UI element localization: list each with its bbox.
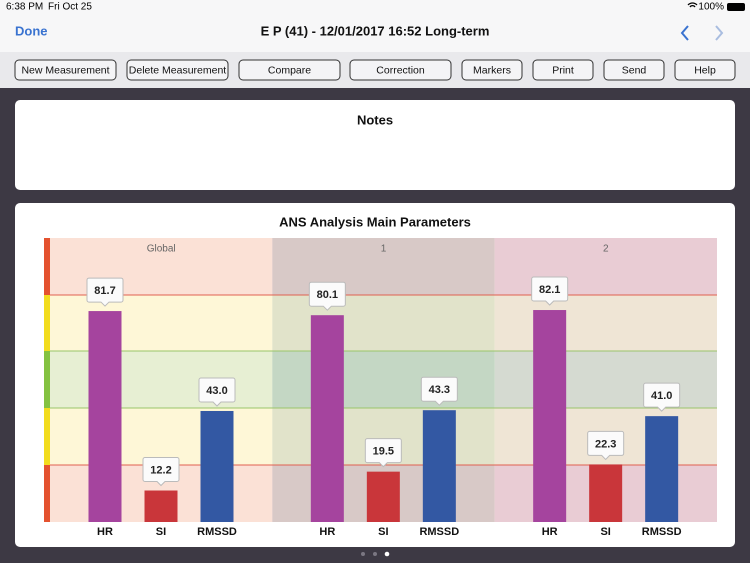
category-label: RMSSD [197, 526, 237, 538]
toolbar-button-label[interactable]: Send [622, 64, 647, 76]
zone-band [50, 295, 717, 351]
status-date: Fri Oct 25 [48, 2, 92, 13]
group-label: 2 [603, 244, 609, 255]
zone-strip [44, 351, 50, 408]
category-label: HR [97, 526, 113, 538]
toolbar-button[interactable] [14, 59, 117, 81]
zone-strip [44, 295, 50, 351]
value-callout [531, 276, 569, 306]
bar [422, 410, 456, 522]
toolbar-button-label[interactable]: New Measurement [21, 64, 109, 76]
toolbar-button-label[interactable]: Compare [268, 64, 311, 76]
value-label: 43.3 [429, 384, 450, 396]
chart-title: ANS Analysis Main Parameters [279, 214, 471, 229]
notes-card [15, 100, 735, 190]
zone-band [50, 351, 717, 408]
prev-button[interactable] [680, 25, 689, 41]
bar [366, 471, 400, 522]
zone-strip [44, 465, 50, 522]
category-label: HR [319, 526, 335, 538]
next-button[interactable] [715, 25, 724, 41]
bar [310, 315, 344, 522]
value-label: 41.0 [651, 390, 672, 402]
nav-title: E P (41) - 12/01/2017 16:52 Long-term [261, 23, 490, 38]
toolbar-buttons: New Measurement Delete Measurement Compare… [14, 59, 736, 81]
zone-strip [44, 408, 50, 465]
bar [645, 416, 679, 522]
value-callout [198, 377, 236, 407]
category-label: HR [542, 526, 558, 538]
category-label: SI [156, 526, 166, 538]
wifi-icon [687, 2, 698, 8]
bar [144, 490, 178, 522]
toolbar-button[interactable] [674, 59, 736, 81]
value-label: 19.5 [373, 446, 394, 458]
value-callout [643, 382, 681, 412]
group-label: Global [147, 244, 176, 255]
battery-icon [727, 3, 745, 11]
status-battery: 100% [698, 2, 724, 13]
bar [533, 310, 567, 522]
value-label: 82.1 [539, 284, 560, 296]
group-label: 1 [381, 244, 387, 255]
page-dot[interactable] [373, 552, 377, 556]
page-dot[interactable] [361, 552, 365, 556]
bar [200, 410, 234, 522]
value-callout [587, 430, 625, 461]
toolbar-button[interactable] [126, 59, 229, 81]
value-callout [308, 281, 346, 311]
value-label: 81.7 [94, 285, 115, 297]
value-callout [142, 457, 180, 487]
category-label: RMSSD [642, 526, 682, 538]
value-callout [86, 277, 124, 307]
status-time: 6:38 PM [6, 2, 43, 13]
toolbar-button[interactable] [603, 59, 665, 81]
category-label: RMSSD [419, 526, 459, 538]
toolbar-button[interactable] [461, 59, 523, 81]
value-label: 12.2 [150, 464, 171, 476]
bar [88, 311, 122, 522]
plot: Global 81.7 HR 12.2 SI 43.0 RMSSD 1 80.1 HR 19.5 SI… [44, 238, 717, 538]
toolbar-button-label[interactable]: Help [694, 64, 716, 76]
toolbar-button-label[interactable]: Delete Measurement [129, 64, 227, 76]
category-label: SI [600, 526, 610, 538]
value-label: 22.3 [595, 438, 616, 450]
toolbar-button-label[interactable]: Print [552, 64, 574, 76]
notes-title: Notes [357, 112, 393, 127]
value-callout [420, 376, 458, 406]
category-label: SI [378, 526, 388, 538]
nav-bar [0, 0, 750, 52]
zone-band [50, 238, 717, 295]
value-label: 43.0 [206, 385, 227, 397]
toolbar-button[interactable] [349, 59, 452, 81]
toolbar-button-label[interactable]: Correction [376, 64, 425, 76]
toolbar-button-label[interactable]: Markers [473, 64, 511, 76]
toolbar-button[interactable] [238, 59, 341, 81]
toolbar-button[interactable] [532, 59, 594, 81]
zone-strip [44, 238, 50, 295]
done-button[interactable]: Done [15, 23, 48, 38]
value-callout [364, 438, 402, 468]
page-dot-active[interactable] [384, 551, 390, 557]
value-label: 80.1 [317, 289, 338, 301]
bar [589, 464, 623, 522]
